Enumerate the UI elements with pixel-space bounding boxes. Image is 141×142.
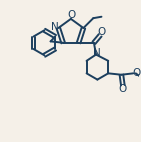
Text: O: O <box>119 84 127 94</box>
Text: O: O <box>97 27 105 37</box>
Text: N: N <box>93 48 101 58</box>
Text: O: O <box>67 10 76 20</box>
Text: N: N <box>51 22 58 32</box>
Text: O: O <box>132 68 140 78</box>
